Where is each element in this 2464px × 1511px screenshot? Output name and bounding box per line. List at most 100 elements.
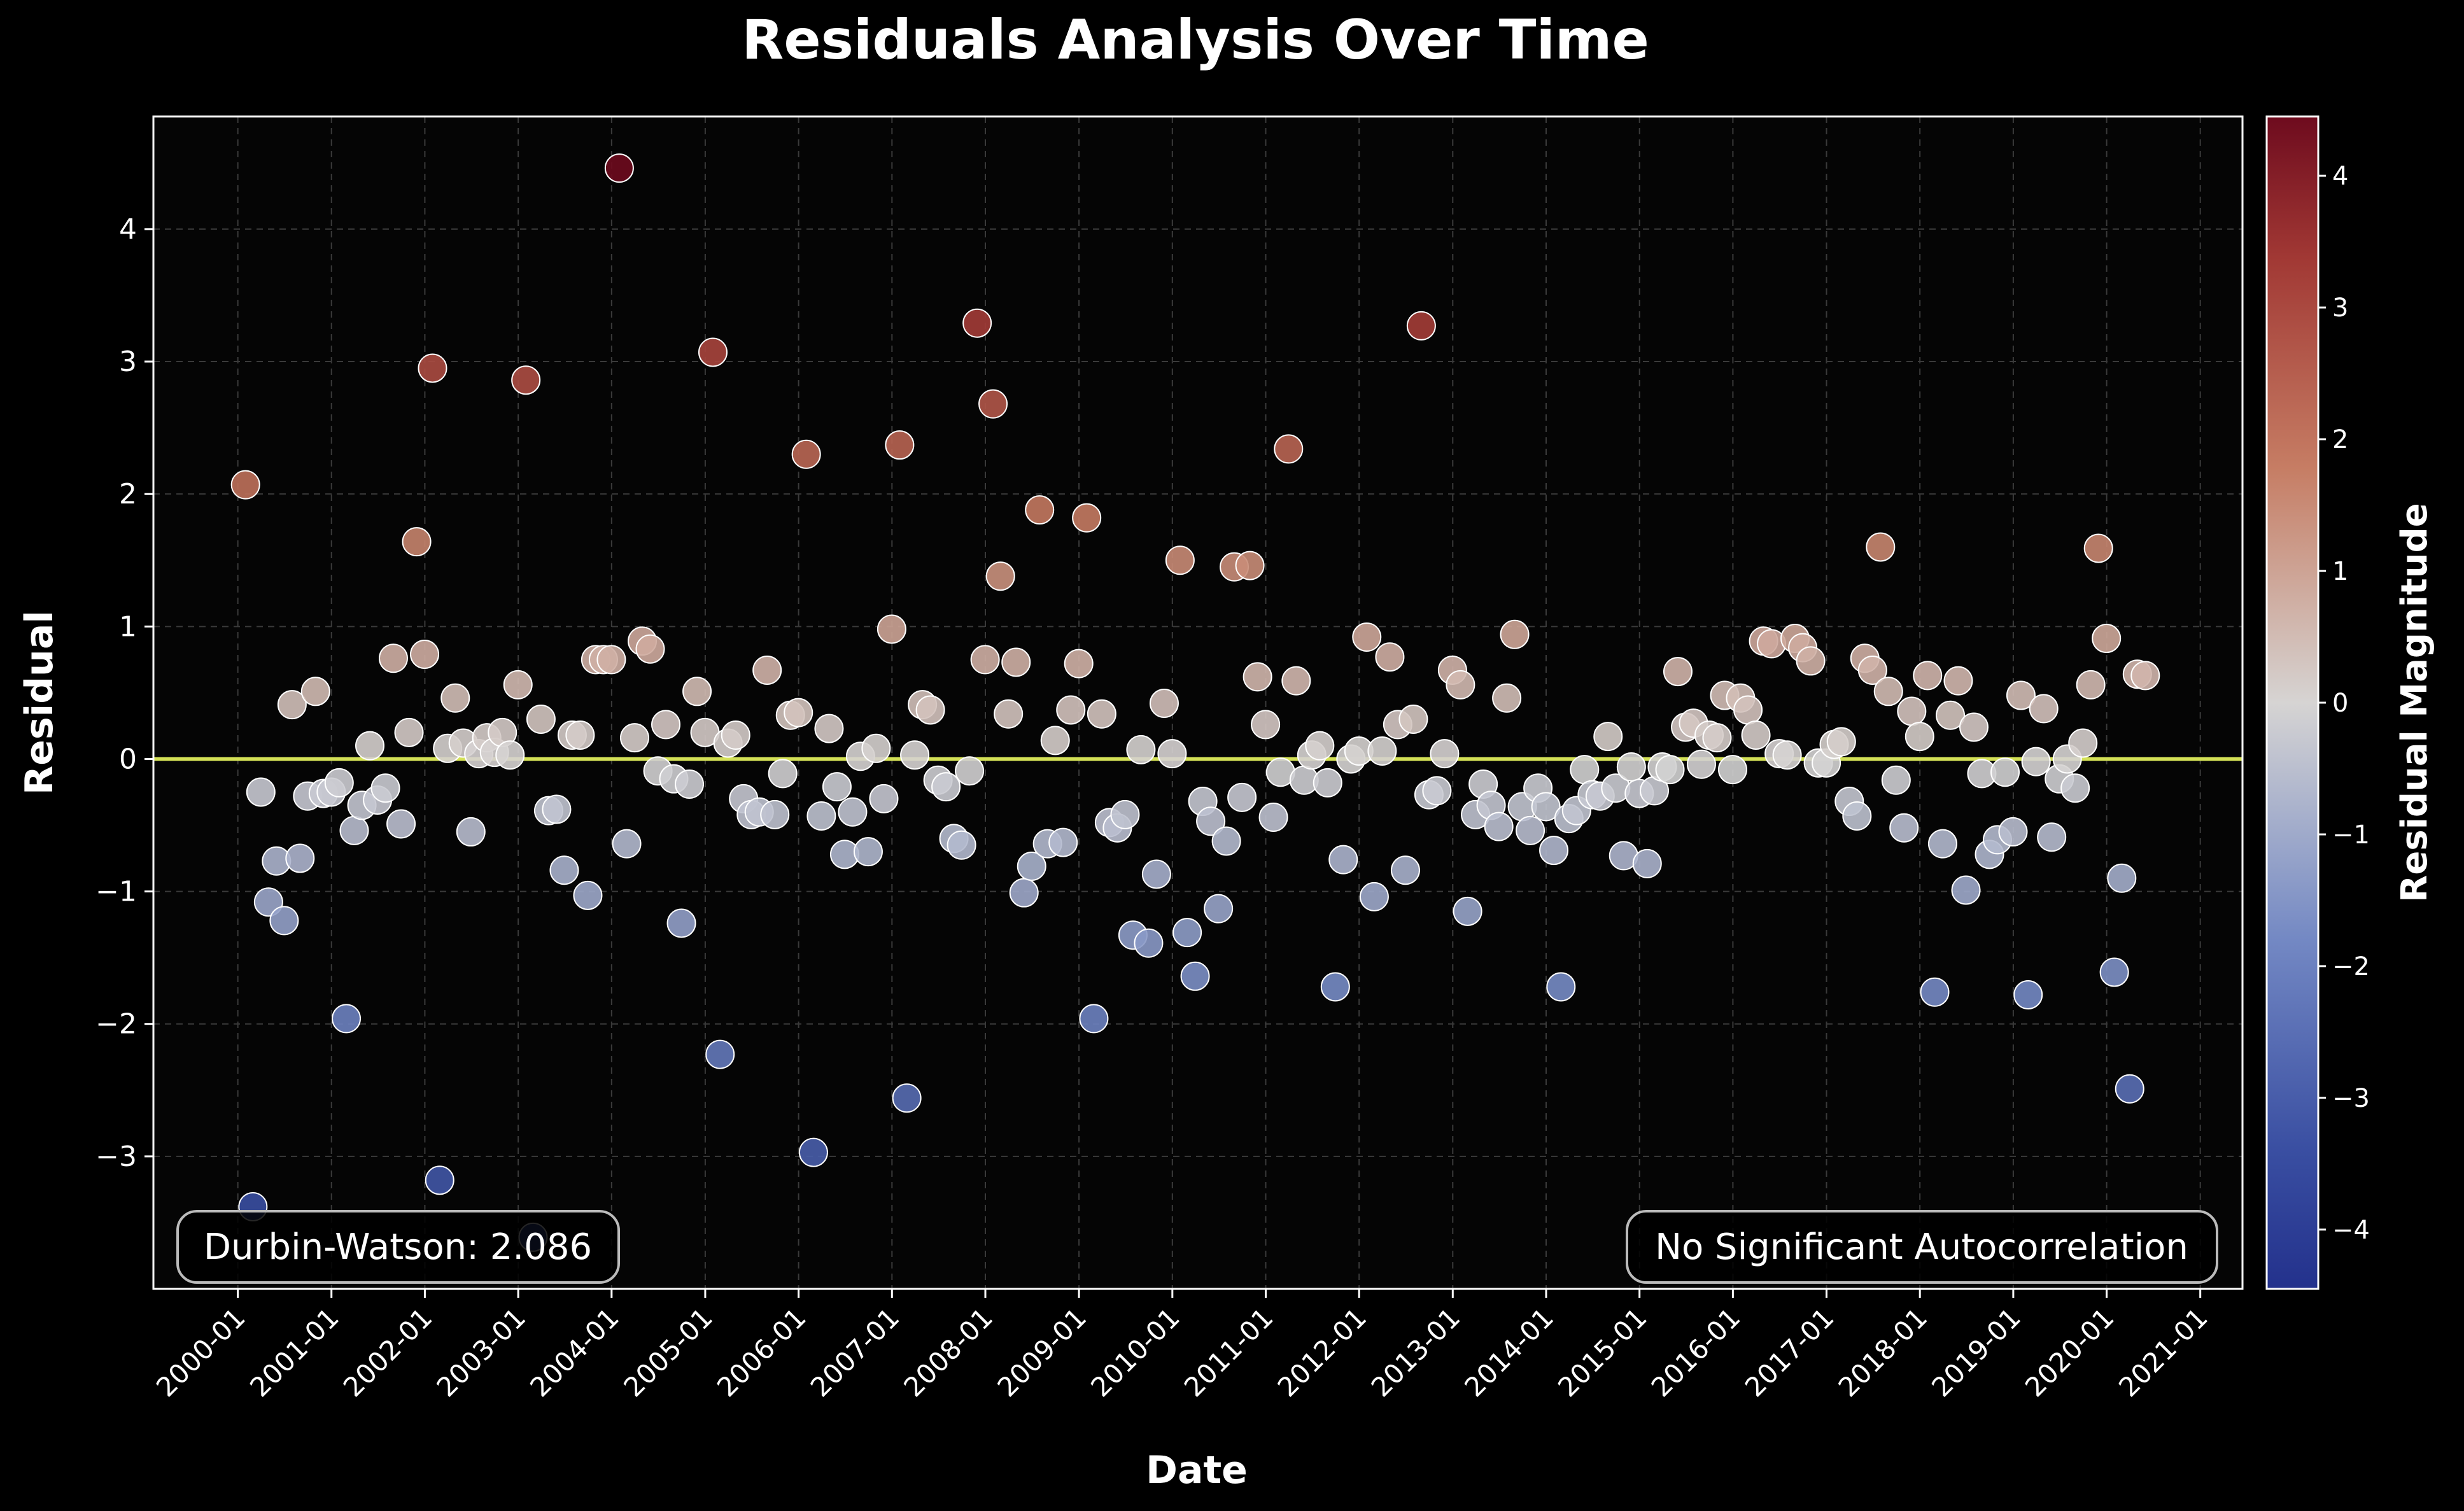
data-point — [1180, 961, 1210, 991]
data-point — [1913, 661, 1943, 691]
y-tick-label: 0 — [119, 743, 137, 775]
data-point — [994, 699, 1024, 729]
data-point — [1453, 896, 1482, 926]
data-point — [1990, 757, 2020, 787]
data-point — [1593, 722, 1623, 752]
data-point — [1826, 727, 1856, 757]
colorbar-tick-label: 2 — [2332, 425, 2348, 454]
data-point — [1881, 765, 1911, 795]
data-point — [1422, 776, 1452, 806]
data-point — [2060, 773, 2090, 803]
data-point — [1328, 845, 1358, 875]
data-point — [1196, 806, 1226, 836]
data-point — [876, 614, 906, 644]
data-point — [838, 797, 868, 827]
data-point — [1227, 782, 1257, 812]
colorbar-ticks: −4 −3 −2 −1 0 1 2 3 4 — [2318, 162, 2370, 1245]
data-point — [970, 645, 1000, 675]
data-point — [456, 817, 486, 847]
data-point — [503, 670, 533, 699]
data-point — [1079, 1004, 1109, 1034]
data-point — [651, 710, 681, 740]
data-point — [1243, 662, 1272, 692]
data-point — [1531, 792, 1561, 822]
data-point — [698, 337, 728, 367]
data-point — [1484, 812, 1514, 841]
data-point — [1546, 972, 1576, 1002]
data-point — [1235, 551, 1265, 580]
data-point — [410, 640, 440, 670]
data-point — [1375, 642, 1405, 672]
data-point — [760, 799, 790, 829]
data-point — [1352, 622, 1382, 652]
data-point — [798, 1137, 828, 1167]
data-point — [1204, 894, 1234, 924]
data-point — [1500, 619, 1530, 649]
colorbar-tick-label: −1 — [2332, 820, 2370, 850]
data-point — [1040, 726, 1070, 756]
colorbar — [2265, 115, 2320, 1290]
data-point — [1943, 666, 1973, 696]
data-point — [721, 720, 750, 750]
data-point — [1048, 827, 1078, 857]
data-point — [962, 308, 992, 338]
data-point — [370, 773, 400, 803]
data-point — [1025, 495, 1055, 525]
data-point — [1406, 311, 1436, 341]
data-point — [1889, 813, 1919, 843]
data-point — [1157, 739, 1187, 769]
data-point — [394, 717, 424, 747]
data-point — [1920, 977, 1950, 1007]
y-tick-label: 1 — [119, 610, 137, 643]
data-point — [1274, 434, 1304, 464]
data-point — [495, 740, 525, 770]
data-point — [339, 815, 369, 845]
data-point — [2013, 980, 2043, 1009]
data-point — [1842, 801, 1872, 831]
data-point — [1258, 803, 1288, 833]
data-point — [565, 720, 595, 750]
data-point — [2021, 747, 2051, 777]
data-point — [2029, 694, 2059, 724]
data-point — [2076, 670, 2106, 699]
data-point — [1904, 722, 1934, 752]
y-tick-label: −1 — [95, 876, 137, 908]
autocorrelation-text: No Significant Autocorrelation — [1655, 1226, 2188, 1268]
data-point — [1134, 928, 1164, 958]
data-point — [675, 770, 705, 799]
data-point — [1857, 656, 1887, 685]
data-point — [806, 801, 836, 831]
data-point — [1072, 503, 1102, 533]
data-point — [1087, 699, 1116, 729]
data-point — [752, 656, 782, 685]
data-point — [285, 843, 315, 873]
data-point — [1446, 670, 1475, 699]
data-point — [1398, 705, 1428, 734]
data-point — [300, 677, 330, 706]
data-point — [2130, 661, 2160, 691]
data-point — [1165, 545, 1195, 575]
data-point — [277, 690, 307, 720]
data-point — [2083, 533, 2113, 563]
durbin-watson-text: Durbin-Watson: 2.086 — [204, 1226, 592, 1268]
colorbar-tick-label: 4 — [2332, 162, 2348, 191]
data-point — [1539, 836, 1569, 866]
data-point — [892, 1083, 922, 1113]
data-point — [1663, 657, 1693, 687]
data-point — [784, 698, 813, 727]
data-point — [853, 837, 883, 867]
durbin-watson-annotation: Durbin-Watson: 2.086 — [176, 1210, 620, 1284]
data-point — [1305, 731, 1335, 761]
data-point — [1001, 647, 1031, 677]
data-point — [1251, 710, 1281, 740]
colorbar-tick-label: 0 — [2332, 689, 2348, 718]
data-point — [955, 756, 985, 786]
data-point — [1313, 768, 1342, 798]
data-point — [915, 695, 945, 725]
data-point — [885, 430, 915, 460]
data-point — [978, 389, 1008, 419]
data-point — [682, 677, 712, 706]
chart-title: Residuals Analysis Over Time — [742, 8, 1649, 72]
data-point — [1655, 755, 1685, 785]
data-point — [1492, 683, 1522, 713]
